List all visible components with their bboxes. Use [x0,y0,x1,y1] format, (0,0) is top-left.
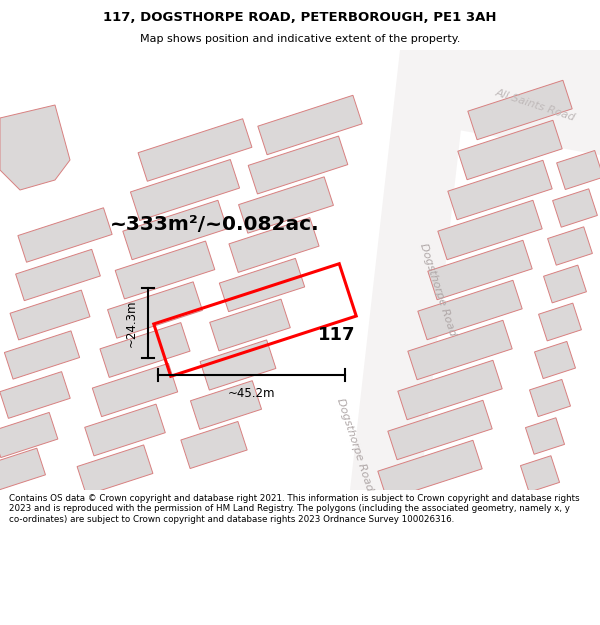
Polygon shape [130,159,239,221]
Polygon shape [85,404,165,456]
Polygon shape [418,280,522,340]
Polygon shape [4,331,80,379]
Text: ~333m²/~0.082ac.: ~333m²/~0.082ac. [110,216,320,234]
Polygon shape [553,189,598,227]
Polygon shape [398,360,502,420]
Polygon shape [378,440,482,500]
Polygon shape [448,160,552,220]
Polygon shape [10,290,90,340]
Polygon shape [535,341,575,379]
Polygon shape [520,456,560,493]
Polygon shape [18,208,112,262]
Polygon shape [548,227,592,265]
Polygon shape [544,265,586,303]
Polygon shape [92,363,178,417]
Polygon shape [438,200,542,260]
Text: Contains OS data © Crown copyright and database right 2021. This information is : Contains OS data © Crown copyright and d… [9,494,580,524]
Polygon shape [190,381,262,429]
Text: ~45.2m: ~45.2m [228,387,275,400]
Text: Dogsthorpe Road: Dogsthorpe Road [335,398,375,492]
Text: Dogsthorpe Road: Dogsthorpe Road [418,242,458,338]
Polygon shape [115,241,215,299]
Polygon shape [557,151,600,189]
Polygon shape [430,50,600,155]
Polygon shape [220,258,305,312]
Polygon shape [539,303,581,341]
Polygon shape [77,445,153,495]
Text: Map shows position and indicative extent of the property.: Map shows position and indicative extent… [140,34,460,44]
Polygon shape [0,372,70,418]
Polygon shape [408,320,512,380]
Polygon shape [458,120,562,180]
Polygon shape [229,217,319,272]
Polygon shape [138,119,252,181]
Polygon shape [526,418,565,454]
Polygon shape [239,177,334,233]
Polygon shape [530,379,571,417]
Text: 117: 117 [318,326,355,344]
Polygon shape [107,282,202,338]
Polygon shape [388,400,492,460]
Polygon shape [100,322,190,378]
Polygon shape [210,299,290,351]
Polygon shape [350,50,470,490]
Polygon shape [123,200,227,260]
Polygon shape [468,80,572,140]
Polygon shape [428,240,532,300]
Polygon shape [16,249,100,301]
Polygon shape [200,340,276,390]
Text: ~24.3m: ~24.3m [125,299,138,347]
Text: All Saints Road: All Saints Road [494,88,577,122]
Polygon shape [0,448,46,492]
Polygon shape [0,105,70,190]
Polygon shape [248,136,348,194]
Polygon shape [181,421,247,469]
Text: 117, DOGSTHORPE ROAD, PETERBOROUGH, PE1 3AH: 117, DOGSTHORPE ROAD, PETERBOROUGH, PE1 … [103,11,497,24]
Polygon shape [258,95,362,155]
Polygon shape [0,412,58,458]
